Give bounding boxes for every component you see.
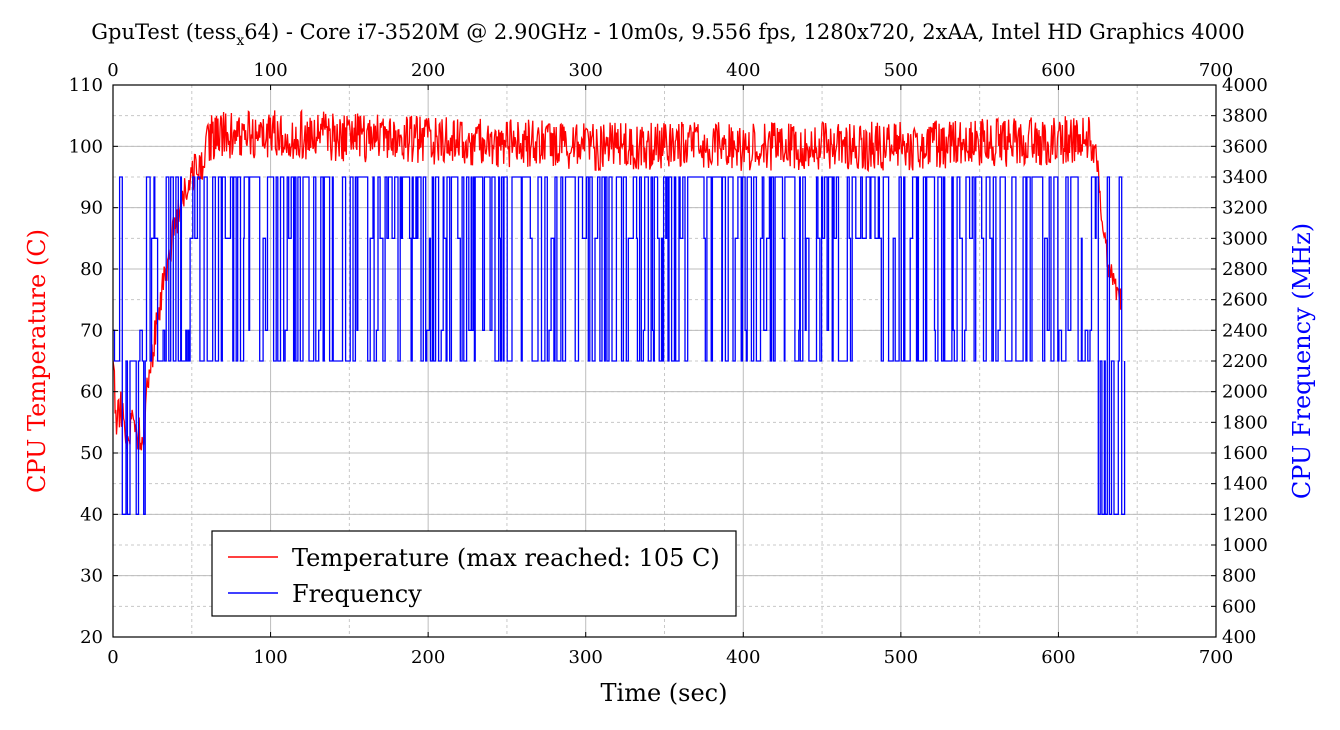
chart-title-part1: GpuTest (tess: [91, 20, 236, 44]
y-right-tick-label: 2200: [1222, 351, 1268, 372]
y-left-tick-label: 20: [80, 627, 103, 648]
x-tick-label-bottom: 400: [726, 647, 760, 668]
x-tick-label-top: 300: [569, 60, 603, 81]
y-right-tick-label: 3000: [1222, 228, 1268, 249]
x-tick-label-bottom: 300: [569, 647, 603, 668]
y-left-tick-label: 80: [80, 259, 103, 280]
x-tick-label-top: 500: [884, 60, 918, 81]
chart-title: GpuTest (tessx64) - Core i7-3520M @ 2.90…: [91, 20, 1244, 49]
y-right-tick-label: 2400: [1222, 320, 1268, 341]
x-tick-label-top: 700: [1199, 60, 1233, 81]
y-right-tick-label: 1400: [1222, 474, 1268, 495]
legend-label-frequency: Frequency: [292, 580, 422, 608]
x-tick-label-top: 400: [726, 60, 760, 81]
x-tick-label-top: 100: [253, 60, 287, 81]
y-right-tick-label: 3400: [1222, 167, 1268, 188]
y-right-tick-label: 3800: [1222, 106, 1268, 127]
x-tick-label-bottom: 700: [1199, 647, 1233, 668]
series-frequency-line: [113, 176, 1126, 515]
legend: Temperature (max reached: 105 C) Frequen…: [211, 530, 737, 617]
y-left-tick-label: 50: [80, 443, 103, 464]
x-tick-label-bottom: 600: [1041, 647, 1075, 668]
y-left-tick-label: 100: [69, 136, 103, 157]
chart-title-subscript: x: [236, 33, 244, 49]
legend-box: [211, 530, 737, 617]
y-right-tick-label: 3600: [1222, 136, 1268, 157]
y-right-tick-label: 400: [1222, 627, 1256, 648]
x-tick-label-bottom: 0: [107, 647, 118, 668]
y-axis-right-label: CPU Frequency (MHz): [1288, 223, 1316, 499]
y-right-tick-label: 1800: [1222, 412, 1268, 433]
x-tick-label-bottom: 200: [411, 647, 445, 668]
y-right-tick-label: 2800: [1222, 259, 1268, 280]
axis-ticks: 0 0 100 100 200 200 300 300 400 400 500 500 600 600 70…: [69, 60, 1268, 668]
y-right-tick-label: 3200: [1222, 198, 1268, 219]
x-axis-label: Time (sec): [601, 679, 728, 707]
y-right-tick-label: 600: [1222, 596, 1256, 617]
y-left-tick-label: 30: [80, 566, 103, 587]
legend-label-temperature: Temperature (max reached: 105 C): [292, 544, 720, 572]
x-tick-label-top: 200: [411, 60, 445, 81]
y-left-tick-label: 90: [80, 198, 103, 219]
y-right-tick-label: 1600: [1222, 443, 1268, 464]
x-tick-label-top: 0: [107, 60, 118, 81]
plot-area: [113, 108, 1126, 515]
y-right-tick-label: 2000: [1222, 382, 1268, 403]
x-tick-label-bottom: 100: [253, 647, 287, 668]
y-left-tick-label: 40: [80, 504, 103, 525]
x-tick-label-bottom: 500: [884, 647, 918, 668]
y-left-tick-label: 70: [80, 320, 103, 341]
y-right-tick-label: 1000: [1222, 535, 1268, 556]
y-axis-left-label: CPU Temperature (C): [23, 229, 51, 493]
y-left-tick-label: 110: [69, 75, 103, 96]
chart-title-part2: 64) - Core i7-3520M @ 2.90GHz - 10m0s, 9…: [244, 20, 1244, 44]
x-tick-label-top: 600: [1041, 60, 1075, 81]
y-right-tick-label: 4000: [1222, 75, 1268, 96]
y-right-tick-label: 1200: [1222, 504, 1268, 525]
y-left-tick-label: 60: [80, 382, 103, 403]
y-right-tick-label: 800: [1222, 566, 1256, 587]
y-right-tick-label: 2600: [1222, 290, 1268, 311]
series-temperature-line: [113, 108, 1122, 451]
